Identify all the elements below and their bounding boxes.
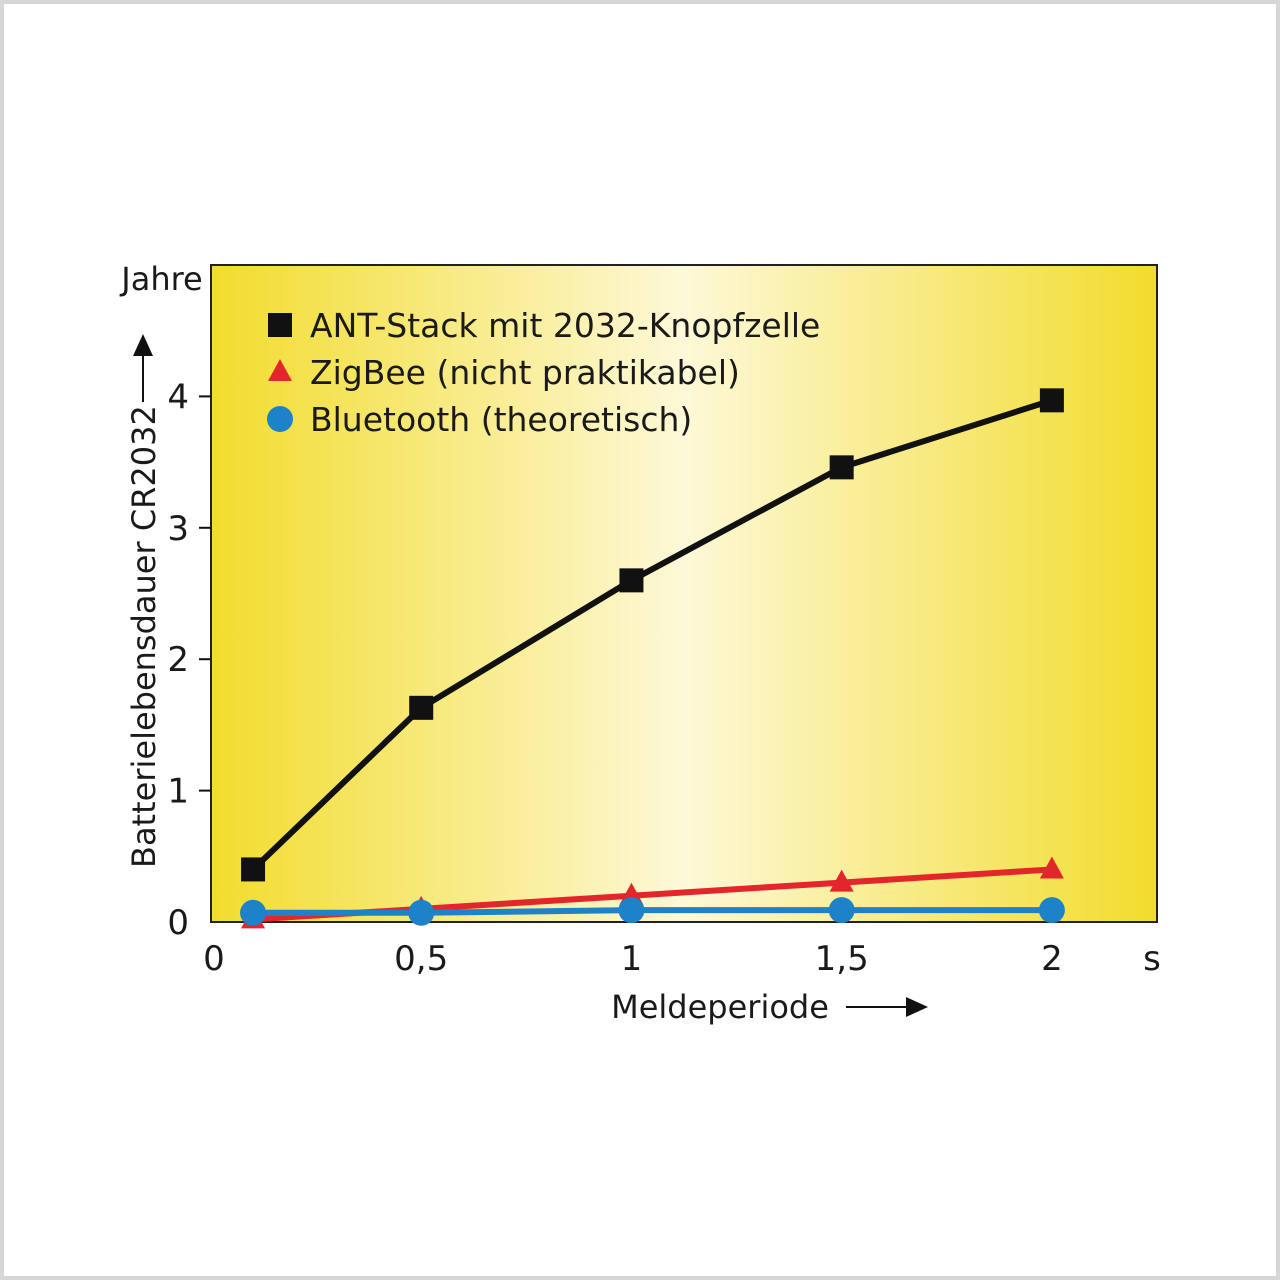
- y-axis-title-group: Batterielebensdauer CR2032: [125, 334, 163, 868]
- data-point-circle: [828, 897, 855, 924]
- x-axis-title-group: Meldeperiode: [611, 988, 928, 1026]
- y-axis-title-arrowhead: [133, 334, 153, 356]
- x-axis-title-arrowhead: [906, 997, 928, 1017]
- y-tick-label: 0: [167, 903, 189, 943]
- plot-area: [210, 264, 1158, 923]
- x-tick-label: 1: [621, 939, 643, 979]
- legend-triangle-marker: [268, 359, 292, 381]
- y-axis-ticks: 0 1 2 3 4: [167, 377, 211, 943]
- legend-square-marker: [268, 313, 292, 337]
- data-point-circle: [240, 899, 267, 926]
- data-point-square: [409, 695, 434, 720]
- series-circle: [240, 897, 1065, 926]
- data-point-square: [1039, 388, 1064, 413]
- y-axis-unit: Jahre: [119, 260, 202, 298]
- series-line: [253, 907, 1052, 916]
- y-tick-label: 1: [167, 772, 189, 812]
- x-tick-label: 1,5: [815, 939, 869, 979]
- data-point-square: [619, 568, 644, 593]
- legend-label: Bluetooth (theoretisch): [310, 400, 692, 439]
- series-square: [241, 388, 1064, 882]
- data-point-circle: [1038, 897, 1065, 924]
- legend: ANT-Stack mit 2032-Knopfzelle ZigBee (nic…: [267, 306, 820, 439]
- legend-label: ZigBee (nicht praktikabel): [310, 353, 740, 392]
- legend-circle-marker: [267, 406, 293, 432]
- data-point-triangle: [829, 869, 854, 892]
- x-tick-label: 0: [203, 939, 225, 979]
- x-tick-label: 2: [1041, 939, 1063, 979]
- x-axis-title: Meldeperiode: [611, 988, 829, 1026]
- y-tick-label: 4: [167, 377, 189, 417]
- legend-label: ANT-Stack mit 2032-Knopfzelle: [310, 306, 820, 345]
- data-point-circle: [618, 897, 645, 924]
- x-tick-label: 0,5: [394, 939, 448, 979]
- data-point-square: [241, 857, 266, 882]
- y-axis-title: Batterielebensdauer CR2032: [125, 405, 163, 868]
- x-axis-unit: s: [1143, 939, 1161, 979]
- x-axis-ticks: 0 0,5 1 1,5 2: [203, 939, 1063, 979]
- y-tick-label: 2: [167, 640, 189, 680]
- data-point-circle: [408, 899, 435, 926]
- data-point-triangle: [1039, 856, 1064, 879]
- series-layer: [240, 388, 1065, 929]
- data-point-square: [829, 455, 854, 480]
- y-tick-label: 3: [167, 509, 189, 549]
